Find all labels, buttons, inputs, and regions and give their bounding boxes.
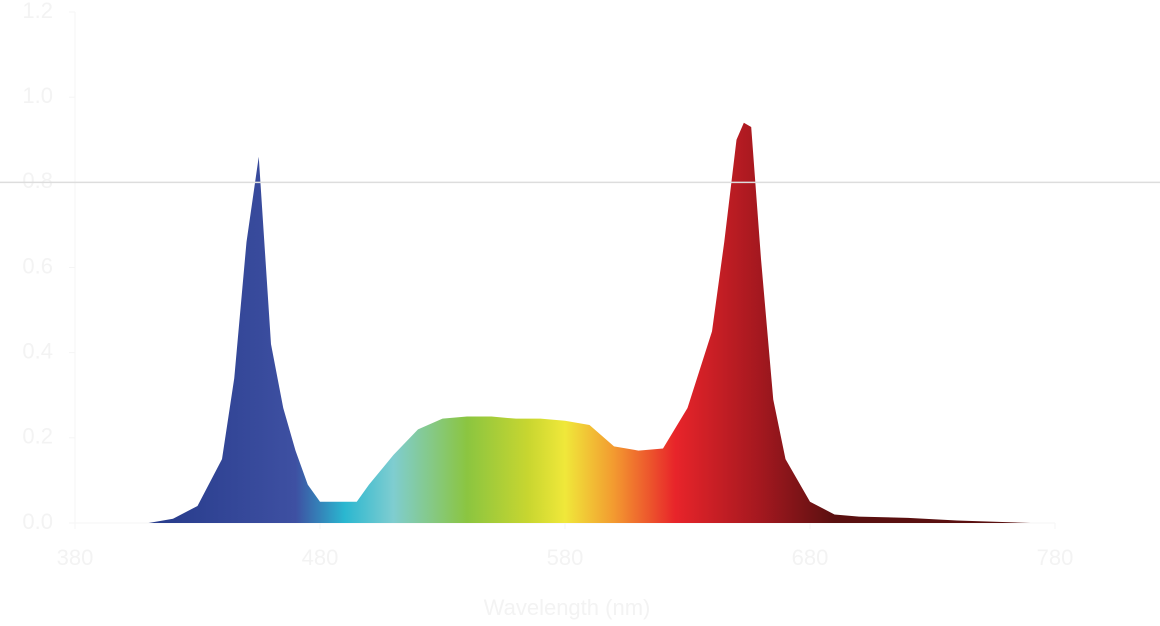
x-tick-label: 480 xyxy=(302,545,339,570)
spectrum-area xyxy=(148,122,1031,523)
x-tick-label: 380 xyxy=(57,545,94,570)
x-axis-label: Wavelength (nm) xyxy=(484,595,651,620)
x-tick-label: 780 xyxy=(1037,545,1074,570)
x-tick-label: 580 xyxy=(547,545,584,570)
y-tick-label: 1.0 xyxy=(22,83,53,108)
y-tick-label: 0.0 xyxy=(22,509,53,534)
y-tick-label: 0.6 xyxy=(22,253,53,278)
y-tick-label: 1.2 xyxy=(22,0,53,23)
y-tick-label: 0.8 xyxy=(22,168,53,193)
x-tick-label: 680 xyxy=(792,545,829,570)
y-tick-label: 0.2 xyxy=(22,424,53,449)
y-tick-label: 0.4 xyxy=(22,338,53,363)
